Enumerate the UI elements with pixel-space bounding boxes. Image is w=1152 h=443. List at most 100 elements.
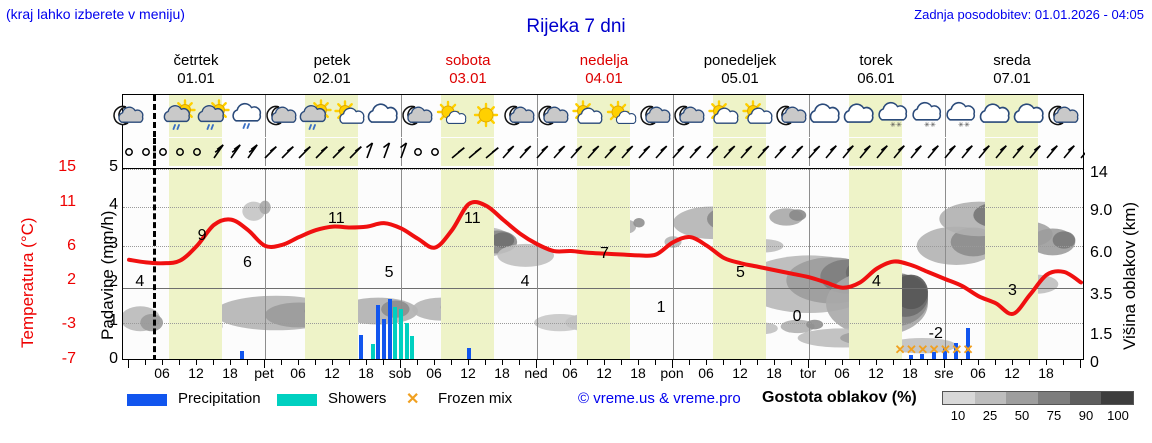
- precipitation-bar: [240, 350, 245, 359]
- hour-label: 18: [630, 365, 646, 381]
- cloud-density-scale-label: 25: [982, 408, 998, 423]
- hour-tick: [791, 360, 792, 365]
- svg-text:✳: ✳: [958, 121, 964, 129]
- day-separator: [809, 95, 810, 137]
- hour-label: 06: [970, 365, 986, 381]
- weather-icon-sun-small-cloud: [435, 99, 469, 133]
- weather-icon-cloud: [809, 99, 843, 133]
- temperature-annotation: 0: [792, 307, 802, 325]
- hour-tick: [128, 360, 129, 368]
- hour-label: 12: [188, 365, 204, 381]
- frozen-mix-marker: ✕: [962, 342, 974, 357]
- cloud-density-scale-label: 10: [950, 408, 966, 423]
- precipitation-tick: 1: [109, 311, 118, 329]
- frozen-mix-marker: ✕: [940, 342, 951, 357]
- precipitation-tick: 0: [109, 350, 118, 367]
- frozen-mix-marker: ✕: [894, 342, 906, 357]
- cloud-height-tick: 14: [1090, 164, 1108, 181]
- current-time-line: [152, 138, 156, 166]
- hour-tick: [536, 360, 537, 368]
- hour-tick: [876, 360, 877, 365]
- hour-tick: [1029, 360, 1030, 365]
- hour-tick: [196, 360, 197, 365]
- day-separator: [265, 95, 266, 137]
- day-name: ponedeljek: [703, 52, 777, 69]
- current-time-line: [152, 95, 156, 137]
- weather-icon-sun: [469, 99, 503, 133]
- cloud-height-tick: 1.5: [1090, 326, 1113, 343]
- hour-label: 18: [1038, 365, 1054, 381]
- hour-label: 12: [1004, 365, 1020, 381]
- weather-icon-row: ✳ ✳ ✳ ✳ ✳ ✳: [113, 94, 1084, 138]
- daylight-band: [848, 138, 903, 166]
- hour-label: sre: [934, 365, 954, 381]
- hour-label: sob: [388, 365, 412, 381]
- hour-tick: [655, 360, 656, 365]
- location-menu-note[interactable]: (kraj lahko izberete v meniju): [6, 6, 185, 22]
- cloud-height-tick: 3.5: [1090, 286, 1113, 303]
- daylight-band: [304, 169, 359, 359]
- precipitation-bar: [370, 343, 375, 359]
- day-separator: [265, 169, 266, 359]
- temperature-line: [127, 199, 1083, 316]
- daylight-band: [440, 169, 495, 359]
- day-name: torek: [859, 52, 893, 69]
- hour-label: pet: [254, 365, 274, 381]
- credit-link[interactable]: © vreme.us & vreme.pro: [578, 390, 741, 407]
- hour-tick: [842, 360, 843, 365]
- hour-tick: [587, 360, 588, 365]
- hour-tick: [383, 360, 384, 365]
- wind-barb-row: [122, 138, 1085, 168]
- hour-label: 06: [698, 365, 714, 381]
- day-separator: [537, 169, 538, 359]
- daylight-band: [848, 169, 903, 359]
- hour-tick: [995, 360, 996, 365]
- page-title: Rijeka 7 dni: [526, 16, 626, 37]
- hour-tick: [859, 360, 860, 365]
- hour-tick: [740, 360, 741, 365]
- hour-label: ned: [524, 365, 548, 381]
- legend-showers-label: Showers: [328, 390, 387, 407]
- hour-label: 12: [868, 365, 884, 381]
- gridline-horizontal: [123, 207, 1083, 209]
- day-separator: [945, 169, 946, 359]
- day-name: sobota: [445, 52, 491, 69]
- daylight-band: [440, 138, 495, 166]
- day-separator: [401, 138, 402, 166]
- hour-tick: [706, 360, 707, 365]
- weather-icon-sun-cloud-drizzle: [197, 99, 231, 133]
- hour-tick: [621, 360, 622, 365]
- day-name: četrtek: [173, 52, 219, 69]
- precipitation-bar: [931, 352, 936, 359]
- day-date: 02.01: [313, 70, 351, 87]
- svg-text:✳: ✳: [964, 121, 970, 129]
- hour-tick: [893, 360, 894, 365]
- hour-tick: [672, 360, 673, 368]
- temperature-tick: 11: [59, 192, 76, 210]
- precipitation-bar: [943, 348, 947, 359]
- hour-tick: [689, 360, 690, 365]
- weather-icon-cloud: [979, 99, 1013, 133]
- weather-icon-sun-cloud-drizzle: [299, 99, 333, 133]
- daylight-band: [984, 169, 1039, 359]
- hour-tick: [298, 360, 299, 365]
- weather-icon-sun-cloud: [333, 99, 367, 133]
- gridline-horizontal: [123, 322, 1083, 324]
- hour-label: 06: [562, 365, 578, 381]
- temperature-annotation: 7: [600, 244, 609, 262]
- wind-barbs: [125, 142, 1085, 159]
- temperature-tick: -3: [61, 315, 76, 333]
- precipitation-bar: [467, 348, 471, 359]
- hour-label: 18: [222, 365, 238, 381]
- weather-icon-night-cloud: [112, 99, 146, 133]
- hour-tick: [247, 360, 248, 365]
- hour-label: 18: [766, 365, 782, 381]
- gridline-horizontal: [123, 288, 1083, 290]
- precipitation-bar: [954, 342, 959, 359]
- temperature-annotation: 3: [1008, 281, 1017, 299]
- svg-text:✳: ✳: [924, 121, 930, 129]
- daylight-band: [984, 138, 1039, 166]
- hour-axis: 06 12 18 pet 06 12 18 sob 06 12 18 ned 06 12 18 pon 06 12…: [122, 360, 1084, 381]
- precipitation-tick: 4: [109, 196, 118, 214]
- cloud-height-axis-title: Višina oblakov (km): [1120, 201, 1139, 350]
